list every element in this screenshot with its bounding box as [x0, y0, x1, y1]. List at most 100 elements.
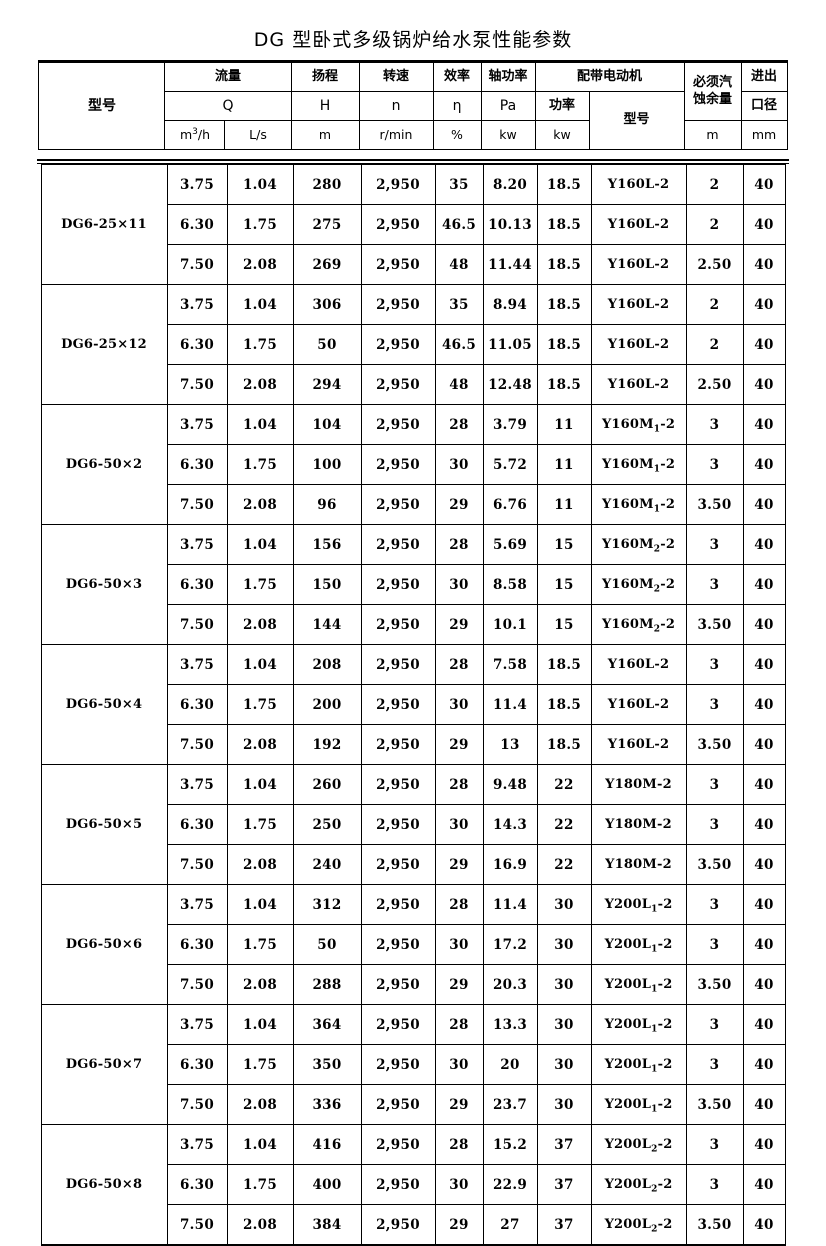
- cell-motor-model: Y160L-2: [590, 244, 687, 285]
- motor-subscript: 2: [653, 624, 661, 635]
- cell-efficiency: 30: [434, 684, 484, 725]
- header-cell-motor-model-label: 型号: [588, 91, 685, 150]
- table-row: 6.30 1.75 275 2,950 46.5 10.13 18.5 Y160L-2 2 40: [41, 204, 786, 245]
- cell-flow-m3h: 3.75: [166, 284, 228, 325]
- cell-pump-model: DG6-50×5: [40, 764, 168, 885]
- page-title: DG 型卧式多级锅炉给水泵性能参数: [253, 29, 573, 51]
- cell-head: 336: [292, 1084, 362, 1125]
- cell-npsh: 3.50: [685, 1084, 744, 1125]
- table-row: 6.30 1.75 50 2,950 30 17.2 30 Y200L1-2 3 40: [41, 924, 786, 965]
- cell-npsh: 3: [685, 1124, 744, 1165]
- cell-flow-ls: 1.75: [226, 684, 294, 725]
- cell-motor-model: Y160L-2: [590, 204, 687, 245]
- cell-port-diameter: 40: [742, 884, 786, 925]
- cell-efficiency: 28: [434, 1004, 484, 1045]
- cell-flow-m3h: 7.50: [166, 484, 228, 525]
- cell-npsh: 3: [685, 1044, 744, 1085]
- cell-head: 280: [292, 164, 362, 205]
- page: DG 型卧式多级锅炉给水泵性能参数 型号 流量 扬程 转速 效率 轴功率 配带电…: [37, 29, 789, 1246]
- npsh-label-line2: 蚀余量: [693, 91, 733, 107]
- cell-port-diameter: 40: [742, 524, 786, 565]
- cell-flow-m3h: 6.30: [166, 684, 228, 725]
- motor-subscript: 1: [653, 464, 661, 475]
- spec-header-table: 型号 流量 扬程 转速 效率 轴功率 配带电动机 必须汽 蚀余量 进出 Q H: [38, 60, 788, 150]
- cell-port-diameter: 40: [742, 924, 786, 965]
- cell-flow-ls: 2.08: [226, 1204, 294, 1246]
- cell-flow-m3h: 3.75: [166, 164, 228, 205]
- cell-pump-model: DG6-25×12: [40, 284, 168, 405]
- cell-shaft-power: 8.94: [482, 284, 538, 325]
- cell-motor-power: 22: [536, 844, 592, 885]
- table-row: DG6-50×8 3.75 1.04 416 2,950 28 15.2 37 Y200L2-2…: [40, 1124, 786, 1246]
- cell-flow-ls: 1.04: [226, 764, 294, 805]
- cell-motor-power: 15: [536, 604, 592, 645]
- header-cell-head-symbol: H: [290, 91, 360, 121]
- cell-shaft-power: 5.69: [482, 524, 538, 565]
- cell-flow-ls: 2.08: [226, 244, 294, 285]
- cell-speed: 2,950: [360, 604, 436, 645]
- cell-port-diameter: 40: [742, 564, 786, 605]
- cell-motor-model: Y160M2-2: [590, 604, 687, 645]
- cell-flow-m3h: 3.75: [166, 524, 228, 565]
- cell-port-diameter: 40: [742, 604, 786, 645]
- cell-port-diameter: 40: [742, 804, 786, 845]
- cell-efficiency: 30: [434, 1164, 484, 1205]
- cell-npsh: 3.50: [685, 724, 744, 765]
- cell-npsh: 3: [685, 684, 744, 725]
- cell-flow-ls: 2.08: [226, 724, 294, 765]
- table-row: 6.30 1.75 50 2,950 46.5 11.05 18.5 Y160L-2 2 40: [41, 324, 786, 365]
- cell-flow-ls: 2.08: [226, 604, 294, 645]
- cell-npsh: 2: [685, 204, 744, 245]
- header-cell-flow-symbol: Q: [164, 91, 292, 121]
- cell-speed: 2,950: [360, 484, 436, 525]
- cell-npsh: 2.50: [685, 364, 744, 405]
- cell-efficiency: 28: [434, 764, 484, 805]
- cell-port-diameter: 40: [742, 1164, 786, 1205]
- cell-shaft-power: 7.58: [482, 644, 538, 685]
- cell-port-diameter: 40: [742, 1204, 786, 1246]
- cell-port-diameter: 40: [742, 764, 786, 805]
- cell-motor-model: Y160M2-2: [590, 564, 687, 605]
- cell-flow-m3h: 3.75: [166, 1124, 228, 1165]
- cell-motor-power: 18.5: [536, 164, 592, 205]
- table-row: DG6-50×6 3.75 1.04 312 2,950 28 11.4 30 Y200L1-2…: [40, 884, 786, 1005]
- cell-speed: 2,950: [360, 204, 436, 245]
- cell-port-diameter: 40: [742, 644, 786, 685]
- cell-head: 50: [292, 924, 362, 965]
- header-cell-speed-symbol: n: [358, 91, 434, 121]
- cell-flow-ls: 1.04: [226, 1124, 294, 1165]
- cell-speed: 2,950: [360, 684, 436, 725]
- cell-npsh: 3: [685, 1164, 744, 1205]
- cell-flow-m3h: 3.75: [166, 764, 228, 805]
- cell-motor-model: Y200L1-2: [590, 884, 687, 925]
- cell-efficiency: 30: [434, 924, 484, 965]
- cell-npsh: 3.50: [685, 484, 744, 525]
- cell-flow-ls: 1.04: [226, 644, 294, 685]
- header-cell-unit-port: mm: [740, 120, 788, 150]
- cell-speed: 2,950: [360, 1164, 436, 1205]
- cell-shaft-power: 20: [482, 1044, 538, 1085]
- cell-shaft-power: 10.1: [482, 604, 538, 645]
- header-cell-port-group: 进出: [740, 61, 788, 92]
- cell-motor-model: Y160L-2: [590, 324, 687, 365]
- cell-npsh: 3: [685, 644, 744, 685]
- cell-head: 104: [292, 404, 362, 445]
- cell-head: 100: [292, 444, 362, 485]
- cell-flow-m3h: 6.30: [166, 444, 228, 485]
- superscript-3: 3: [192, 126, 198, 137]
- cell-flow-ls: 2.08: [226, 364, 294, 405]
- cell-port-diameter: 40: [742, 444, 786, 485]
- table-row: 6.30 1.75 250 2,950 30 14.3 22 Y180M-2 3 40: [41, 804, 786, 845]
- cell-efficiency: 30: [434, 444, 484, 485]
- cell-efficiency: 28: [434, 884, 484, 925]
- cell-motor-power: 18.5: [536, 324, 592, 365]
- table-row: DG6-50×4 3.75 1.04 208 2,950 28 7.58 18.5 Y160L-…: [40, 644, 786, 765]
- cell-pump-model: DG6-50×7: [40, 1004, 168, 1125]
- cell-motor-power: 30: [536, 1044, 592, 1085]
- cell-efficiency: 29: [434, 484, 484, 525]
- table-row: DG6-25×12 3.75 1.04 306 2,950 35 8.94 18.5 Y160L…: [40, 284, 786, 405]
- header-cell-efficiency-group: 效率: [432, 61, 482, 92]
- cell-speed: 2,950: [360, 1204, 436, 1246]
- cell-motor-power: 18.5: [536, 364, 592, 405]
- cell-motor-model: Y160M1-2: [590, 484, 687, 525]
